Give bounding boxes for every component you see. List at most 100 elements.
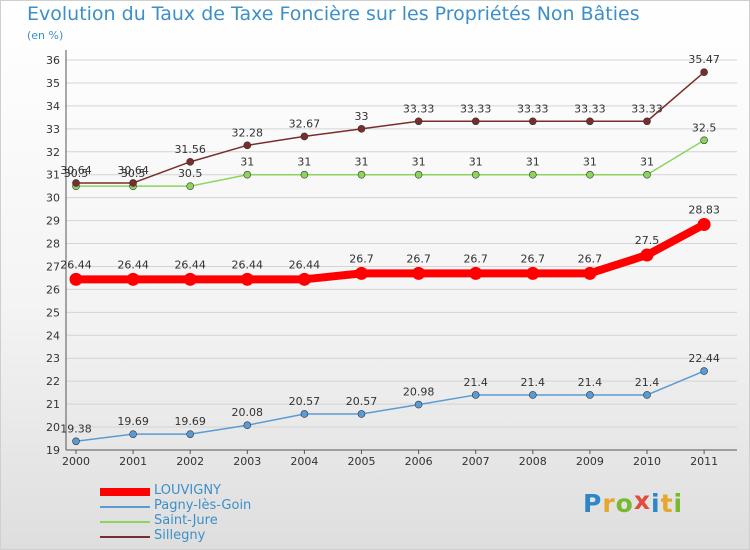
data-label: 35.47 (688, 53, 720, 66)
data-point (357, 170, 366, 179)
data-point (243, 421, 252, 430)
data-label: 33.33 (403, 102, 435, 115)
data-point (355, 266, 368, 280)
data-point (643, 170, 651, 179)
y-tick-label: 19 (46, 444, 60, 457)
data-label: 26.7 (578, 252, 603, 265)
data-label: 33 (355, 110, 369, 123)
data-label: 32.67 (289, 117, 321, 130)
data-point (357, 410, 366, 418)
data-point (243, 141, 252, 150)
data-point (72, 179, 80, 187)
x-tick-label: 2002 (176, 455, 204, 468)
data-label: 31 (240, 156, 254, 169)
data-point (528, 170, 537, 179)
data-label: 26.7 (349, 252, 374, 265)
data-label: 20.57 (346, 395, 378, 408)
data-point (243, 170, 252, 179)
data-point (471, 117, 480, 126)
y-tick-label: 28 (46, 238, 60, 251)
data-label: 19.69 (174, 415, 206, 428)
data-label: 27.5 (635, 234, 660, 247)
data-label: 33.33 (460, 102, 492, 115)
data-label: 31 (526, 156, 540, 169)
data-label: 30.5 (178, 167, 203, 180)
y-tick-label: 24 (46, 329, 60, 342)
data-label: 26.44 (289, 258, 321, 271)
data-label: 31 (469, 156, 483, 169)
logo-letter: t (660, 489, 674, 518)
data-label: 26.44 (117, 258, 149, 271)
data-point (586, 170, 594, 179)
data-point (72, 437, 80, 446)
data-label: 33.33 (631, 102, 663, 115)
x-tick-label: 2004 (290, 455, 318, 468)
y-tick-label: 22 (46, 375, 60, 388)
x-tick-label: 2005 (348, 455, 376, 468)
data-point (126, 272, 140, 286)
y-tick-label: 36 (46, 54, 60, 67)
series-line-saint-jure (75, 139, 705, 187)
data-point (300, 410, 309, 418)
data-point (300, 132, 309, 141)
data-point (528, 117, 537, 126)
data-point (586, 391, 594, 399)
x-tick-label: 2009 (576, 455, 604, 468)
data-label: 21.4 (578, 376, 603, 389)
data-label: 30.5 (64, 167, 89, 180)
data-label: 20.08 (232, 406, 264, 419)
data-point (414, 400, 423, 409)
data-label: 26.7 (463, 252, 488, 265)
x-tick-label: 2006 (405, 455, 433, 468)
legend-swatch (100, 505, 150, 508)
data-label: 20.57 (289, 395, 321, 408)
legend-swatch (100, 487, 150, 496)
data-label: 19.69 (117, 415, 149, 428)
x-tick-label: 2007 (462, 455, 490, 468)
data-label: 30.64 (117, 164, 149, 177)
data-point (697, 217, 711, 231)
series-line-sillegny (75, 71, 705, 184)
y-tick-label: 30 (46, 192, 60, 205)
data-point (583, 266, 597, 280)
logo-letter: x (633, 486, 651, 515)
data-label: 21.4 (521, 376, 546, 389)
data-label: 32.5 (692, 121, 717, 134)
data-point (297, 272, 311, 286)
proxiti-logo: Proxiti (583, 486, 684, 518)
data-point (183, 272, 197, 286)
y-tick-label: 33 (46, 123, 60, 136)
y-tick-label: 23 (46, 352, 60, 365)
data-label: 33.33 (574, 102, 606, 115)
data-label: 33.33 (517, 102, 549, 115)
chart-title: Evolution du Taux de Taxe Foncière sur l… (27, 3, 640, 25)
logo-letter: i (673, 489, 684, 518)
data-point (643, 117, 651, 126)
data-label: 26.44 (232, 258, 264, 271)
data-point (69, 272, 83, 286)
data-point (357, 125, 366, 133)
data-label: 21.4 (463, 376, 488, 389)
data-label: 31 (583, 156, 597, 169)
y-tick-label: 31 (46, 169, 60, 182)
data-point (700, 68, 708, 76)
data-point (300, 170, 309, 179)
data-point (526, 266, 540, 280)
y-tick-label: 20 (46, 421, 60, 434)
data-label: 26.44 (60, 258, 92, 271)
data-label: 31 (297, 156, 311, 169)
data-label: 30.5 (121, 167, 146, 180)
data-label: 31.56 (174, 143, 206, 156)
legend-swatch (100, 520, 150, 523)
data-label: 22.44 (688, 352, 720, 365)
y-tick-label: 35 (46, 77, 60, 90)
data-label: 28.83 (688, 203, 720, 216)
y-tick-label: 21 (46, 398, 60, 411)
y-tick-label: 26 (46, 283, 60, 296)
legend-label: LOUVIGNY (154, 483, 221, 498)
data-point (586, 117, 594, 126)
data-point (414, 117, 423, 126)
x-tick-label: 2011 (690, 455, 718, 468)
data-label: 20.98 (403, 386, 435, 399)
